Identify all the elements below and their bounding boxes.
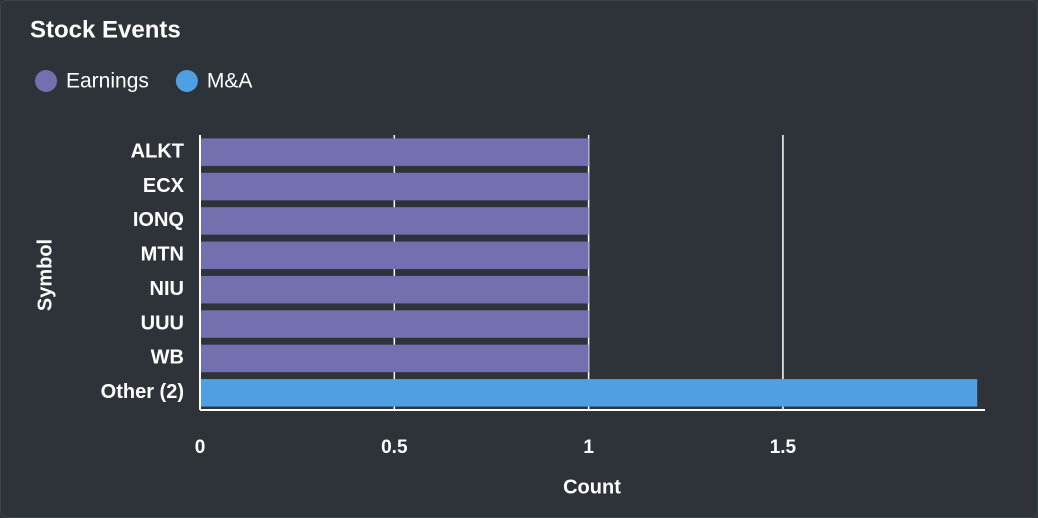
bar (200, 241, 589, 270)
bar (200, 310, 589, 338)
bar (200, 138, 589, 166)
y-tick-label: MTN (141, 244, 184, 266)
y-tick-label: NIU (150, 278, 184, 300)
bar (200, 207, 589, 235)
y-axis-label: Symbol (34, 239, 56, 311)
y-tick-label: ECX (143, 175, 185, 197)
legend-label: Earnings (66, 70, 149, 93)
bar (200, 275, 589, 304)
y-tick-label: WB (151, 347, 184, 369)
x-tick-label: 1 (583, 437, 594, 458)
y-tick-label: IONQ (133, 209, 184, 231)
x-tick-label: 0.5 (381, 437, 408, 458)
y-tick-label: ALKT (131, 140, 184, 162)
y-tick-label: Other (2) (101, 381, 184, 403)
bar (200, 344, 589, 373)
legend-marker (175, 70, 198, 92)
bar (200, 379, 978, 407)
y-tick-label: UUU (141, 312, 184, 334)
x-tick-label: 0 (195, 437, 206, 458)
x-axis-label: Count (563, 476, 621, 498)
x-tick-label: 1.5 (770, 437, 797, 458)
legend-marker (35, 70, 57, 92)
legend-label: M&A (207, 70, 253, 93)
bar (200, 172, 589, 201)
chart-title: Stock Events (30, 16, 181, 43)
